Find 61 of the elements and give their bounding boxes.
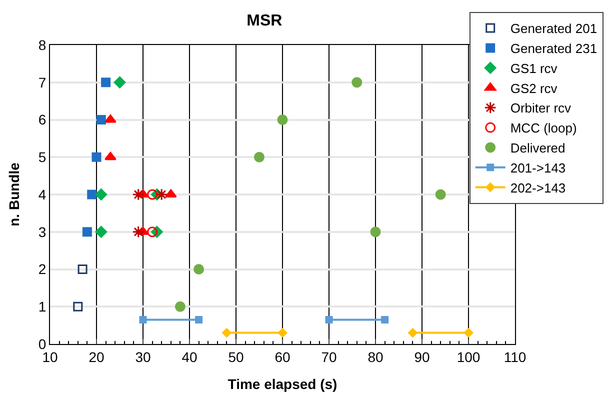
point	[277, 114, 288, 125]
y-tick-label: 5	[38, 149, 46, 166]
point	[82, 227, 92, 237]
x-tick-label: 110	[504, 348, 526, 365]
point	[278, 328, 288, 338]
legend-label: GS1 rcv	[510, 60, 558, 76]
point	[370, 226, 381, 238]
point	[132, 226, 144, 238]
point	[73, 302, 83, 312]
x-tick-label: 100	[456, 348, 480, 365]
point	[147, 226, 158, 238]
point	[87, 190, 97, 200]
x-tick-label: 20	[88, 348, 104, 365]
y-tick-label: 6	[38, 112, 46, 128]
point	[104, 152, 116, 160]
point	[95, 226, 108, 238]
point	[147, 189, 158, 200]
point	[101, 78, 111, 88]
legend-label: 201->143	[510, 160, 566, 176]
point	[96, 115, 106, 124]
point	[195, 316, 203, 324]
point	[132, 188, 144, 201]
legend-label: Generated 231	[510, 41, 598, 56]
x-tick-label: 40	[182, 348, 198, 365]
chart-title: MSR	[246, 12, 283, 30]
legend-label: Generated 201	[510, 21, 598, 36]
x-tick-label: 90	[414, 348, 430, 365]
point	[114, 76, 126, 88]
point	[139, 316, 147, 324]
point	[381, 316, 389, 324]
point	[254, 152, 264, 162]
x-axis-title: Time elapsed (s)	[228, 376, 338, 392]
x-tick-label: 50	[228, 348, 244, 365]
point	[78, 264, 88, 274]
x-tick-label: 70	[321, 348, 337, 365]
point	[435, 189, 446, 200]
point	[174, 301, 186, 312]
legend-label: Orbiter rcv	[510, 100, 572, 116]
point	[222, 328, 232, 338]
x-tick-label: 60	[274, 348, 290, 365]
point	[194, 264, 204, 274]
y-tick-label: 1	[38, 298, 46, 315]
y-tick-label: 8	[38, 36, 46, 53]
legend-label: 202->143	[510, 180, 566, 196]
y-tick-label: 4	[38, 186, 46, 202]
point	[325, 316, 333, 324]
point	[408, 328, 418, 338]
point	[92, 152, 102, 162]
x-tick-label: 30	[135, 348, 151, 365]
y-tick-label: 2	[38, 261, 46, 278]
legend-label: Delivered	[510, 140, 566, 156]
point	[464, 328, 474, 338]
y-tick-label: 3	[38, 224, 46, 240]
legend-label: MCC (loop)	[510, 120, 577, 136]
y-tick-label: 7	[38, 74, 46, 90]
y-axis-title: n. Bundle	[6, 162, 22, 226]
point	[352, 77, 362, 88]
point	[104, 114, 116, 123]
point	[95, 188, 108, 200]
legend-label: GS2 rcv	[510, 80, 558, 96]
x-tick-label: 80	[368, 348, 384, 365]
